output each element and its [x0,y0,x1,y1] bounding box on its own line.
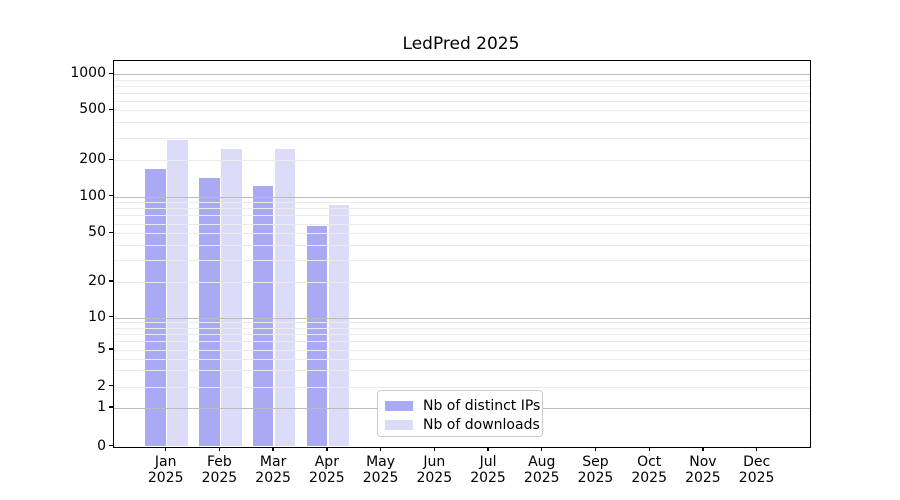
bar-apr-distinct-ips [306,226,328,447]
x-tick-dec [755,446,758,452]
x-tick-may [379,446,382,452]
y-tick-0 [108,444,113,447]
legend-swatch-distinct-ips [385,401,413,411]
y-tick-1000 [108,72,113,74]
x-tick-jun [433,446,435,452]
bar-jan-downloads [167,140,188,447]
y-tick-1 [108,406,113,408]
legend-label-distinct-ips: Nb of distinct IPs [423,398,541,414]
y-tick-label-0: 0 [97,437,106,454]
y-tick-label-5: 5 [97,341,106,357]
legend-item-downloads: Nb of downloads [385,416,540,435]
chart-title: LedPred 2025 [402,34,520,54]
x-tick-feb [218,446,221,452]
x-tick-label-mar: Mar 2025 [255,453,291,487]
legend: Nb of distinct IPs Nb of downloads [377,389,543,437]
x-tick-label-may: May 2025 [362,453,399,487]
bar-mar-downloads [274,148,296,447]
bar-feb-distinct-ips [199,178,220,447]
x-tick-label-jun: Jun 2025 [416,453,453,487]
legend-label-downloads: Nb of downloads [423,417,540,433]
y-tick-5 [108,348,113,350]
y-tick-20 [108,280,113,282]
bar-feb-downloads [221,148,242,447]
x-tick-jan [165,446,167,452]
legend-swatch-downloads [385,420,413,430]
x-tick-label-oct: Oct 2025 [631,453,667,487]
y-tick-label-10: 10 [88,308,106,325]
y-tick-label-100: 100 [79,187,106,204]
y-tick-2 [108,384,113,387]
y-tick-label-50: 50 [88,224,106,241]
y-tick-100 [108,194,113,197]
x-tick-oct [648,446,650,452]
y-tick-50 [108,231,113,233]
y-tick-label-20: 20 [88,273,106,289]
y-tick-200 [108,158,113,160]
y-tick-500 [108,108,113,110]
x-tick-apr [326,446,328,452]
bar-apr-downloads [328,204,350,447]
x-tick-label-nov: Nov 2025 [685,453,721,487]
x-tick-jul [487,446,489,452]
bar-jan-distinct-ips [145,169,166,447]
bars-layer [114,61,810,447]
x-tick-nov [702,446,704,452]
x-tick-label-feb: Feb 2025 [201,453,238,487]
y-tick-label-500: 500 [79,101,106,118]
y-tick-label-1000: 1000 [70,65,106,82]
x-tick-label-jul: Jul 2025 [470,453,506,487]
x-tick-label-aug: Aug 2025 [523,453,560,487]
y-tick-label-200: 200 [79,151,106,168]
bar-mar-distinct-ips [252,186,274,447]
x-tick-label-apr: Apr 2025 [309,453,345,487]
x-tick-sep [594,446,597,452]
x-tick-label-sep: Sep 2025 [577,453,614,487]
legend-item-distinct-ips: Nb of distinct IPs [385,397,540,416]
y-tick-label-2: 2 [97,377,106,394]
x-tick-mar [272,446,274,452]
x-tick-label-jan: Jan 2025 [147,453,184,487]
y-tick-10 [108,315,113,318]
y-tick-label-1: 1 [97,399,106,415]
x-tick-label-dec: Dec 2025 [738,453,775,487]
x-tick-aug [541,446,543,452]
